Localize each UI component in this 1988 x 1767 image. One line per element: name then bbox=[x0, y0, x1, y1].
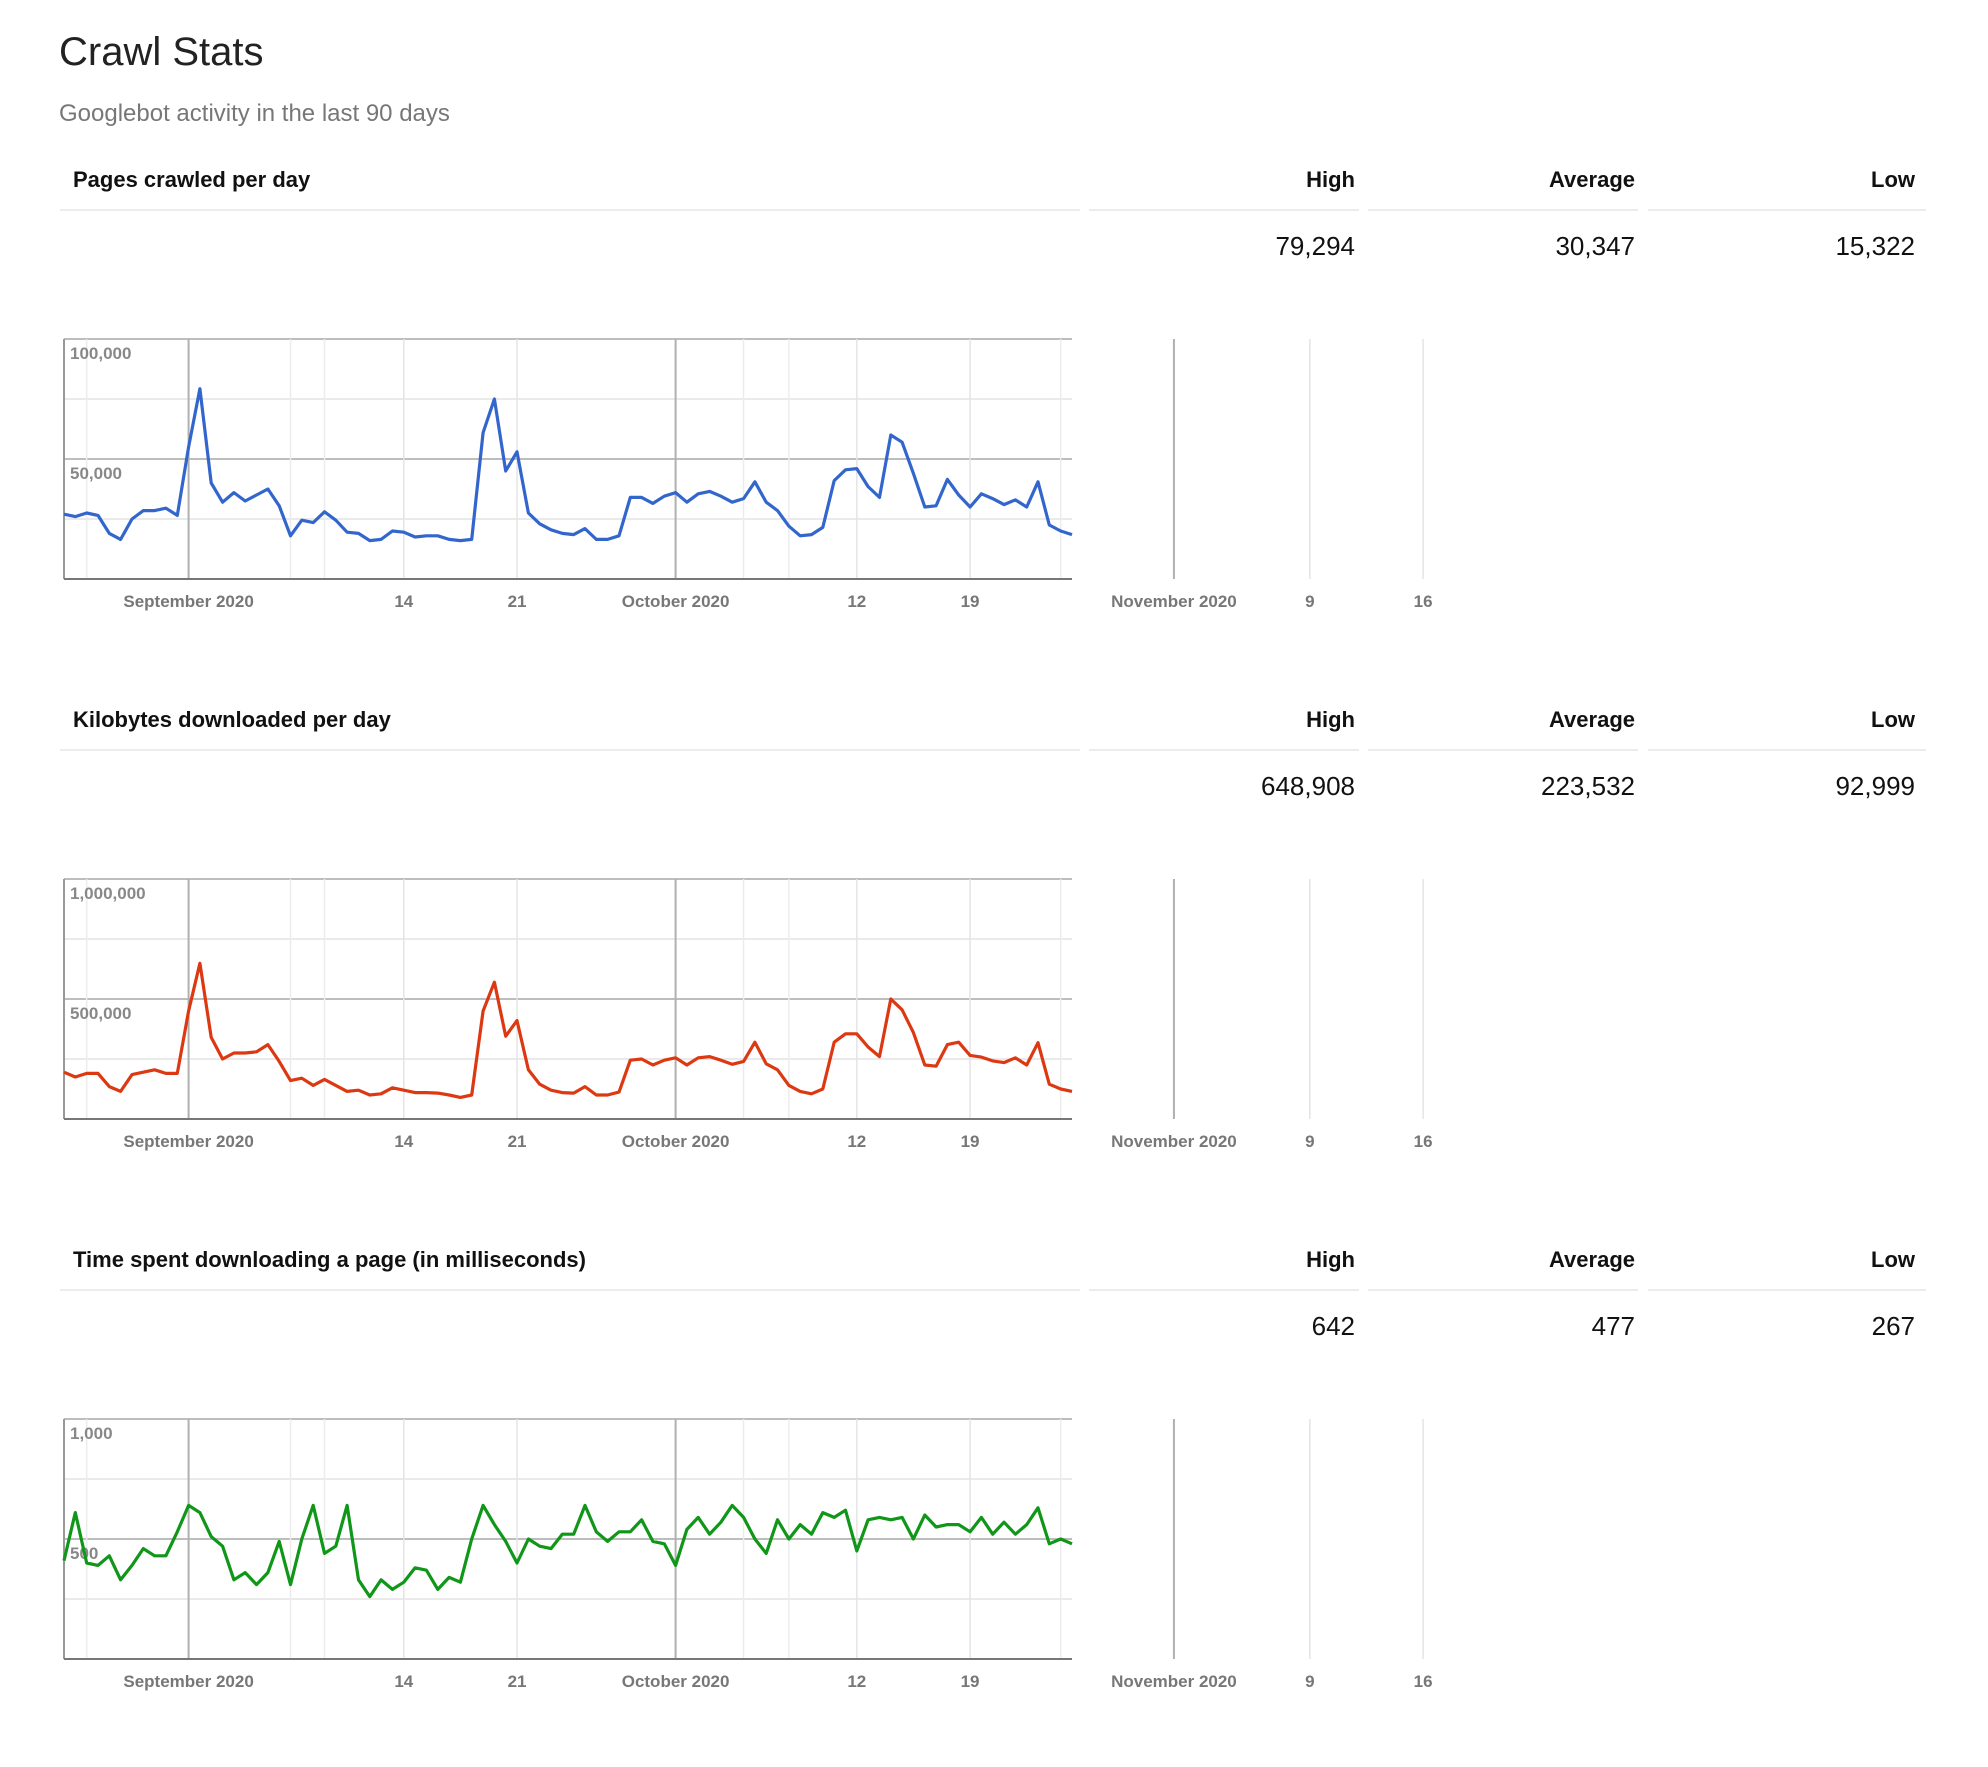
divider bbox=[1648, 749, 1926, 751]
stat-value-average: 477 bbox=[1591, 1311, 1635, 1341]
stat-value-high: 642 bbox=[1311, 1311, 1355, 1341]
divider bbox=[1368, 1289, 1638, 1291]
x-tick-label: 12 bbox=[847, 1672, 866, 1691]
stat-header-average: Average bbox=[1548, 167, 1635, 192]
x-tick-label: 16 bbox=[1414, 592, 1433, 611]
divider bbox=[1089, 1289, 1359, 1291]
divider bbox=[60, 209, 1080, 211]
x-tick-label: 19 bbox=[961, 1132, 980, 1151]
divider bbox=[60, 749, 1080, 751]
stat-header-low: Low bbox=[1871, 1247, 1915, 1272]
x-tick-label: 9 bbox=[1305, 1672, 1314, 1691]
divider bbox=[1089, 749, 1359, 751]
divider bbox=[1368, 749, 1638, 751]
stat-header-average: Average bbox=[1548, 707, 1635, 732]
divider bbox=[1089, 209, 1359, 211]
x-tick-label: 19 bbox=[961, 1672, 980, 1691]
download-time-section: Time spent downloading a page (in millis… bbox=[0, 1247, 1988, 1767]
x-tick-label: 16 bbox=[1414, 1672, 1433, 1691]
x-tick-label: November 2020 bbox=[1111, 1672, 1237, 1691]
stat-header-low: Low bbox=[1871, 167, 1915, 192]
stat-value-average: 223,532 bbox=[1541, 771, 1635, 801]
section-title: Time spent downloading a page (in millis… bbox=[73, 1247, 586, 1272]
x-tick-label: 16 bbox=[1414, 1132, 1433, 1151]
series-line bbox=[63, 961, 1073, 1099]
stat-header-low: Low bbox=[1871, 707, 1915, 732]
divider bbox=[60, 1289, 1080, 1291]
x-tick-label: 9 bbox=[1305, 592, 1314, 611]
x-tick-label: November 2020 bbox=[1111, 592, 1237, 611]
section-title: Kilobytes downloaded per day bbox=[73, 707, 391, 732]
stat-value-average: 30,347 bbox=[1555, 231, 1635, 261]
x-tick-label: September 2020 bbox=[123, 1672, 253, 1691]
stat-header-high: High bbox=[1306, 707, 1355, 732]
pages-crawled-section: Pages crawled per day High Average Low 7… bbox=[0, 167, 1988, 687]
x-tick-label: 14 bbox=[394, 592, 413, 611]
x-tick-label: 14 bbox=[394, 1132, 413, 1151]
stat-header-high: High bbox=[1306, 1247, 1355, 1272]
x-tick-label: 21 bbox=[508, 1132, 527, 1151]
stat-value-high: 79,294 bbox=[1275, 231, 1355, 261]
y-tick-label: 1,000 bbox=[70, 1424, 113, 1443]
kilobytes-downloaded-section: Kilobytes downloaded per day High Averag… bbox=[0, 707, 1988, 1227]
series-line bbox=[63, 387, 1073, 543]
x-tick-label: October 2020 bbox=[622, 1672, 730, 1691]
page-title: Crawl Stats bbox=[59, 30, 264, 74]
stat-header-high: High bbox=[1306, 167, 1355, 192]
stat-header-average: Average bbox=[1548, 1247, 1635, 1272]
y-tick-label: 50,000 bbox=[70, 464, 122, 483]
x-tick-label: 12 bbox=[847, 1132, 866, 1151]
x-tick-label: 12 bbox=[847, 592, 866, 611]
stat-value-low: 15,322 bbox=[1835, 231, 1915, 261]
page-subtitle: Googlebot activity in the last 90 days bbox=[59, 100, 450, 127]
divider bbox=[1368, 209, 1638, 211]
kilobytes-downloaded-chart: 1,000,000 500,000 September 2020 14 21 Octobe… bbox=[63, 878, 1433, 1151]
x-tick-label: 21 bbox=[508, 1672, 527, 1691]
y-tick-label: 500,000 bbox=[70, 1004, 131, 1023]
x-tick-label: 21 bbox=[508, 592, 527, 611]
x-tick-label: 14 bbox=[394, 1672, 413, 1691]
y-tick-label: 100,000 bbox=[70, 344, 131, 363]
y-tick-label: 1,000,000 bbox=[70, 884, 146, 903]
series-line bbox=[62, 1503, 1073, 1599]
stat-value-low: 92,999 bbox=[1835, 771, 1915, 801]
x-tick-label: October 2020 bbox=[622, 1132, 730, 1151]
x-tick-label: September 2020 bbox=[123, 1132, 253, 1151]
x-tick-label: 9 bbox=[1305, 1132, 1314, 1151]
x-tick-label: September 2020 bbox=[123, 592, 253, 611]
x-tick-label: October 2020 bbox=[622, 592, 730, 611]
divider bbox=[1648, 1289, 1926, 1291]
section-title: Pages crawled per day bbox=[73, 167, 311, 192]
pages-crawled-chart: 100,000 50,000 September 2020 14 21 October 2… bbox=[63, 338, 1433, 611]
x-tick-label: November 2020 bbox=[1111, 1132, 1237, 1151]
stat-value-low: 267 bbox=[1871, 1311, 1915, 1341]
stat-value-high: 648,908 bbox=[1261, 771, 1355, 801]
x-tick-label: 19 bbox=[961, 592, 980, 611]
divider bbox=[1648, 209, 1926, 211]
